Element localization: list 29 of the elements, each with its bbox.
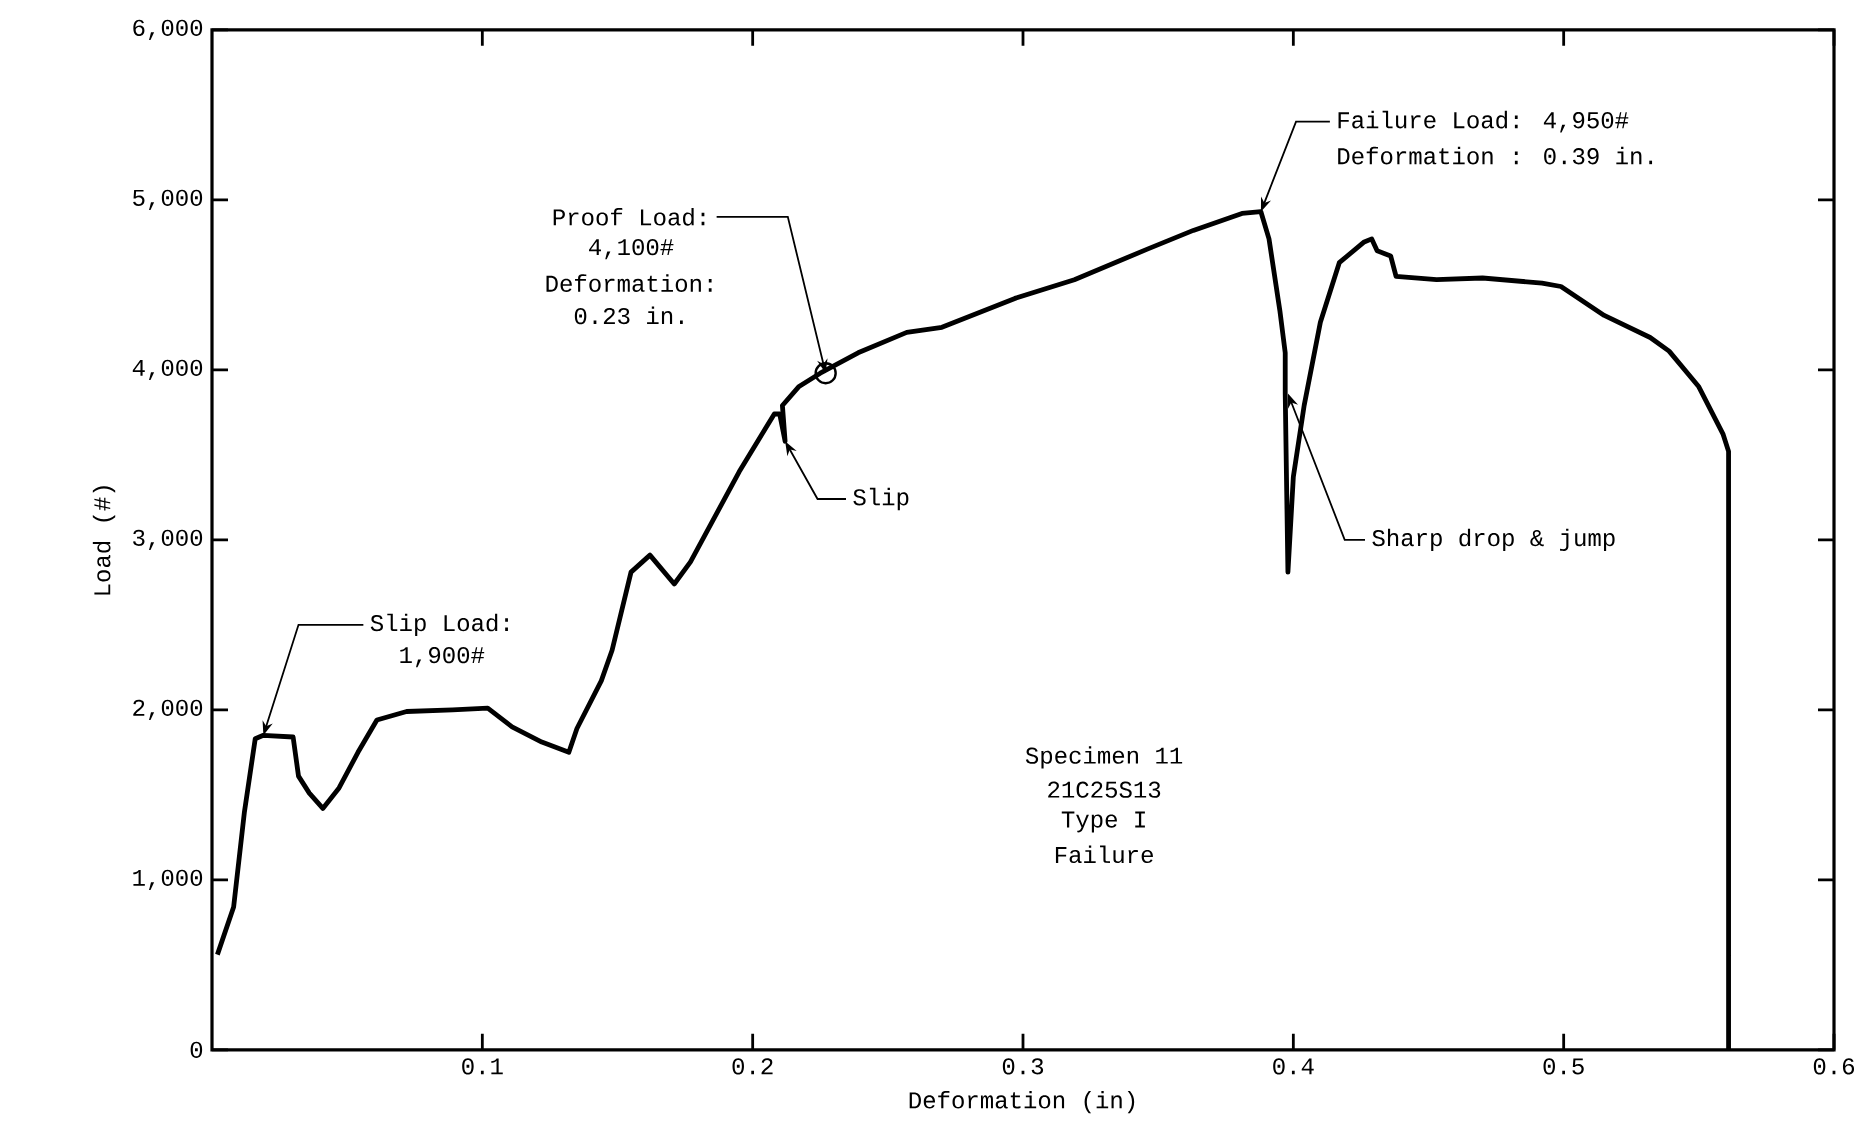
annotation: Failure <box>1055 845 1153 864</box>
y-tick-label: 5,000 <box>133 189 203 210</box>
x-tick-label: 0.4 <box>1273 1058 1314 1075</box>
y-tick-label: 0 <box>190 1041 203 1058</box>
annotation: 1,900# <box>400 646 485 668</box>
x-tick-label: 0.1 <box>462 1058 503 1075</box>
x-tick-label: 0.6 <box>1813 1058 1855 1075</box>
annotation: 21C25S13 <box>1048 781 1161 798</box>
y-tick-label: 6,000 <box>133 19 203 40</box>
y-tick-label: 3,000 <box>133 529 203 550</box>
y-tick-label: 4,000 <box>132 359 203 380</box>
annotation: Failure Load: 4,950# <box>1338 110 1629 133</box>
annotation: 4,100# <box>589 238 674 260</box>
x-tick-label: 0.3 <box>1002 1058 1044 1075</box>
annotation: Deformation : 0.39 in. <box>1338 146 1653 165</box>
annotation: Slip <box>853 487 909 511</box>
y-tick-label: 1,000 <box>133 869 203 890</box>
annotation: Proof Load: <box>553 207 705 226</box>
annotation: Slip Load: <box>370 613 508 636</box>
x-axis-title: Deformation (in) <box>909 1090 1135 1114</box>
annotation: Sharp drop & jump <box>1372 528 1615 551</box>
annotation: Specimen 11 <box>1025 746 1183 769</box>
annotation: Deformation: <box>546 274 712 292</box>
y-tick-label: 2,000 <box>133 699 203 720</box>
x-tick-label: 0.2 <box>732 1058 773 1075</box>
x-tick-label: 0.5 <box>1543 1058 1584 1075</box>
annotation: Type I <box>1061 811 1145 833</box>
annotation: 0.23 in. <box>574 306 683 325</box>
y-axis-title: Load (#) <box>92 486 116 595</box>
